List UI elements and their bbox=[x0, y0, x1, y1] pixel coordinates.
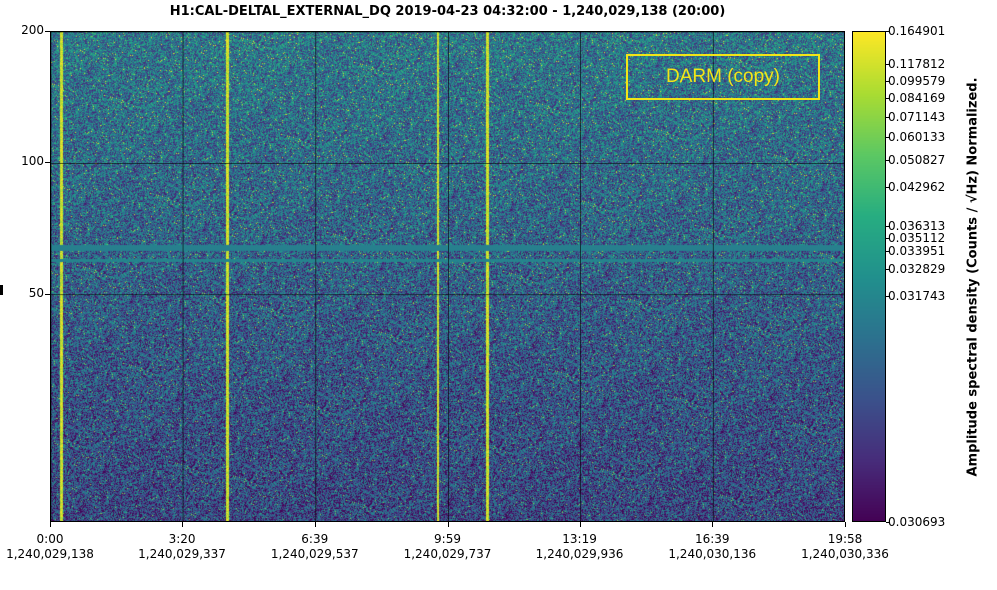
x-tick-mark bbox=[845, 522, 846, 527]
chart-title: H1:CAL-DELTAL_EXTERNAL_DQ 2019-04-23 04:… bbox=[169, 4, 726, 19]
colorbar-tick-label: 0.036313 bbox=[888, 219, 946, 234]
x-tick-gps: 1,240,029,537 bbox=[270, 547, 359, 561]
x-tick-mark bbox=[50, 522, 51, 527]
colorbar-tick-label: 0.117812 bbox=[888, 56, 946, 71]
spectrogram-plot-area: DARM (copy) bbox=[50, 31, 845, 522]
x-tick-gps: 1,240,029,936 bbox=[535, 547, 624, 561]
colorbar-tick-mark bbox=[886, 522, 890, 523]
y-tick-mark bbox=[45, 31, 50, 32]
colorbar-tick-label: 0.042962 bbox=[888, 180, 946, 195]
x-tick-time: 3:20 bbox=[168, 532, 196, 546]
x-tick-label: 13:19 1,240,029,936 bbox=[520, 532, 640, 562]
x-tick-label: 19:58 1,240,030,336 bbox=[785, 532, 905, 562]
x-tick-label: 9:59 1,240,029,737 bbox=[388, 532, 508, 562]
colorbar-tick-label: 0.033951 bbox=[888, 244, 946, 259]
y-tick-label: 50 bbox=[28, 285, 44, 300]
x-tick-mark bbox=[447, 522, 449, 527]
colorbar-tick-mark bbox=[886, 251, 890, 253]
x-tick-time: 13:19 bbox=[562, 532, 597, 546]
plot-grid bbox=[51, 32, 844, 521]
y-tick-label: 100 bbox=[21, 154, 44, 169]
colorbar-tick-mark bbox=[886, 63, 890, 65]
colorbar-tick-mark bbox=[886, 296, 890, 298]
x-tick-mark bbox=[314, 522, 316, 527]
colorbar-tick-label: 0.035112 bbox=[888, 230, 946, 245]
colorbar-tick-mark bbox=[886, 80, 890, 82]
x-tick-label: 0:00 1,240,029,138 bbox=[0, 532, 110, 562]
colorbar-tick-mark bbox=[886, 268, 890, 270]
x-tick-label: 6:39 1,240,029,537 bbox=[255, 532, 375, 562]
x-tick-mark bbox=[579, 522, 581, 527]
darm-annotation-box: DARM (copy) bbox=[626, 54, 820, 100]
colorbar-tick-label: 0.071143 bbox=[888, 109, 946, 124]
y-tick-mark bbox=[45, 162, 50, 164]
colorbar-tick-mark bbox=[886, 116, 890, 118]
y-tick-mark bbox=[45, 293, 50, 295]
colorbar-tick-mark bbox=[886, 187, 890, 189]
x-tick-time: 19:58 bbox=[827, 532, 863, 546]
x-tick-gps: 1,240,030,336 bbox=[801, 547, 889, 561]
colorbar-tick-label: 0.030693 bbox=[888, 515, 946, 529]
colorbar-tick-mark bbox=[886, 226, 890, 228]
x-tick-gps: 1,240,029,138 bbox=[6, 547, 94, 561]
colorbar-tick-label: 0.032829 bbox=[888, 261, 946, 276]
colorbar-tick-mark bbox=[886, 31, 890, 32]
x-tick-mark bbox=[712, 522, 714, 527]
x-tick-mark bbox=[182, 522, 184, 527]
colorbar-tick-label: 0.031743 bbox=[888, 289, 946, 304]
colorbar-label: Amplitude spectral density (Counts / √Hz… bbox=[965, 77, 981, 477]
colorbar-tick-mark bbox=[886, 136, 890, 138]
x-tick-time: 16:39 bbox=[694, 532, 730, 546]
x-tick-time: 9:59 bbox=[434, 532, 461, 546]
colorbar-tick-label: 0.050827 bbox=[888, 152, 946, 167]
colorbar-tick-label: 0.164901 bbox=[888, 24, 946, 38]
x-tick-label: 3:20 1,240,029,337 bbox=[122, 532, 242, 562]
colorbar-tick-label: 0.084169 bbox=[888, 91, 946, 106]
colorbar-tick-mark bbox=[886, 237, 890, 239]
x-tick-time: 0:00 bbox=[36, 532, 64, 546]
y-axis-label-fragment bbox=[0, 285, 3, 295]
colorbar-tick-label: 0.099579 bbox=[888, 73, 946, 88]
x-tick-gps: 1,240,029,337 bbox=[138, 547, 226, 561]
x-tick-label: 16:39 1,240,030,136 bbox=[652, 532, 772, 562]
colorbar-tick-label: 0.060133 bbox=[888, 129, 946, 144]
colorbar-tick-mark bbox=[886, 159, 890, 161]
x-tick-gps: 1,240,030,136 bbox=[668, 547, 757, 561]
x-tick-time: 6:39 bbox=[301, 532, 329, 546]
y-tick-label: 200 bbox=[21, 23, 44, 37]
colorbar-gradient bbox=[853, 32, 885, 521]
colorbar-tick-mark bbox=[886, 98, 890, 100]
x-tick-gps: 1,240,029,737 bbox=[403, 547, 492, 561]
colorbar bbox=[852, 31, 886, 522]
